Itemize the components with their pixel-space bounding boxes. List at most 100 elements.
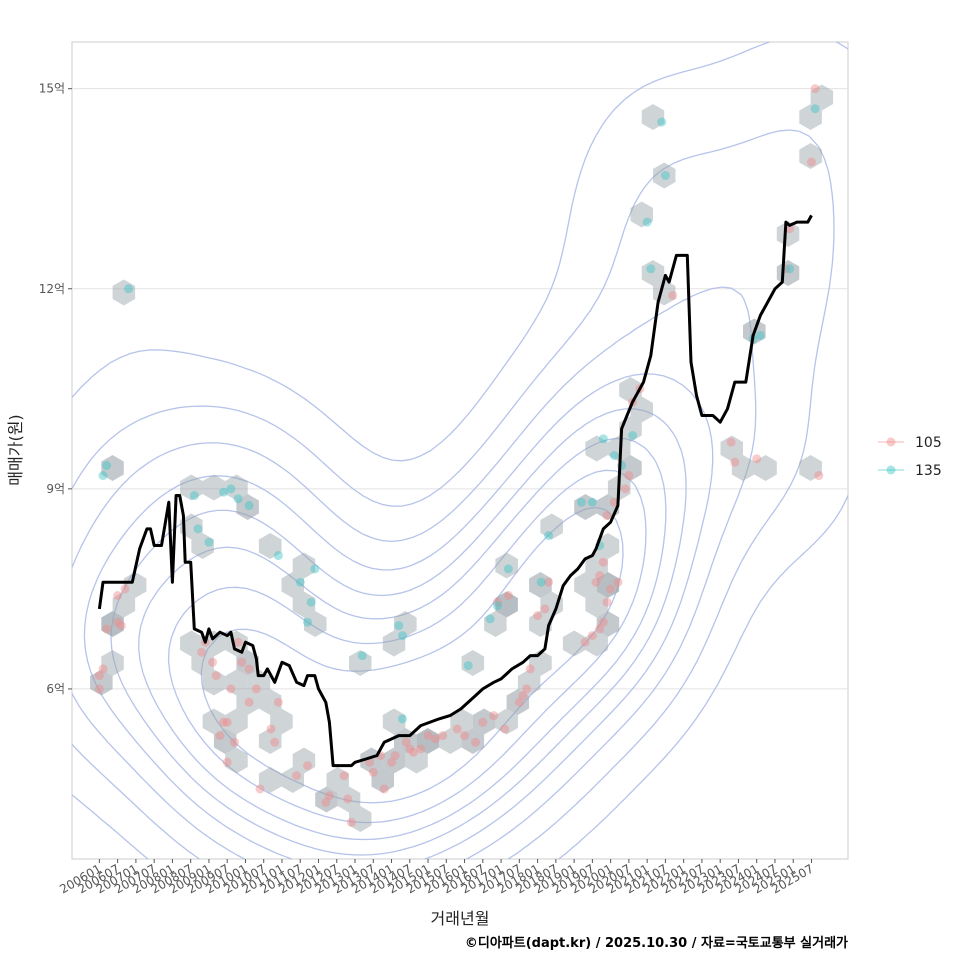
point-105	[423, 731, 433, 741]
point-105	[94, 671, 104, 681]
point-105	[489, 711, 499, 721]
point-135	[660, 170, 670, 180]
hexbin-cell	[304, 611, 327, 637]
point-105	[540, 604, 550, 614]
point-135	[503, 564, 513, 574]
point-135	[303, 617, 313, 627]
point-105	[251, 684, 261, 694]
legend-swatch-105	[886, 437, 896, 447]
hexbin-cell	[394, 611, 417, 637]
hexbin-cell	[202, 474, 226, 501]
point-135	[102, 461, 112, 471]
hexbin-cell	[754, 455, 777, 481]
point-105	[460, 731, 470, 741]
hexbin-cell	[653, 162, 676, 189]
hexbin-cell	[112, 279, 136, 306]
point-105	[211, 671, 221, 681]
point-105	[405, 744, 415, 754]
point-105	[208, 657, 218, 667]
hexbin-cell	[236, 494, 259, 520]
point-105	[197, 647, 207, 657]
hexbin-cell	[258, 689, 282, 715]
density-contour	[167, 469, 647, 824]
point-105	[255, 784, 265, 794]
legend-swatch-135	[886, 465, 896, 475]
density-contour	[83, 373, 714, 860]
hexbin-cell	[495, 708, 518, 735]
point-105	[814, 471, 824, 481]
hexbin-cell	[630, 396, 653, 423]
grid-layer	[72, 88, 848, 690]
point-135	[536, 577, 546, 587]
point-105	[113, 617, 123, 627]
point-135	[576, 497, 586, 507]
hexbin-cell	[799, 455, 822, 481]
hexbin-cell	[258, 533, 282, 559]
hexbin-cell	[101, 455, 124, 481]
hexbin-cell	[461, 650, 485, 676]
point-105	[244, 697, 254, 707]
point-105	[244, 664, 254, 674]
point-105	[525, 664, 535, 674]
trend-line	[97, 214, 813, 768]
y-axis: 6억 9억 12억 15억	[39, 82, 72, 696]
point-135	[642, 217, 652, 227]
hexbin-cell	[574, 494, 597, 520]
hexbin-cell	[225, 669, 248, 696]
point-105	[492, 597, 502, 607]
point-135	[219, 487, 229, 497]
hexbin-cell	[191, 650, 214, 676]
hexbin-cell	[202, 669, 226, 696]
hexbin-cell	[495, 591, 518, 618]
point-105	[215, 731, 225, 741]
point-105	[102, 624, 112, 634]
hexbin-cell	[123, 572, 147, 598]
point-105	[595, 571, 605, 581]
point-105	[430, 734, 440, 744]
trend-layer	[97, 214, 813, 768]
hexbin-cell	[540, 513, 563, 540]
point-105	[273, 697, 283, 707]
hexbin-cell	[416, 728, 440, 754]
point-135	[357, 651, 367, 661]
hexbin-cell	[326, 767, 349, 793]
hexbin-cell	[180, 630, 203, 657]
point-135	[244, 501, 254, 511]
point-135	[628, 430, 638, 440]
point-135	[810, 104, 820, 114]
point-135	[310, 564, 320, 574]
hexbin-cell	[382, 708, 406, 735]
point-105	[471, 737, 481, 747]
hexbin-cell	[450, 708, 473, 735]
point-105	[219, 717, 229, 727]
point-105	[752, 454, 762, 464]
point-105	[230, 737, 240, 747]
hexbin-cell	[281, 767, 304, 793]
hexbin-cell	[799, 104, 822, 130]
point-135	[189, 491, 199, 501]
hexbin-cell	[585, 630, 608, 657]
point-105	[544, 577, 554, 587]
x-axis-title: 거래년월	[431, 909, 490, 928]
point-105	[806, 157, 816, 167]
point-135	[785, 264, 795, 274]
point-105	[113, 591, 123, 601]
hexbin-cell	[236, 689, 259, 715]
point-135	[598, 434, 608, 444]
point-105	[668, 290, 678, 300]
hexbin-cell	[225, 474, 248, 501]
point-105	[438, 731, 448, 741]
density-contour	[71, 286, 757, 860]
hexbin-cell	[596, 572, 620, 598]
hexbin-cell	[292, 552, 316, 579]
point-135	[306, 597, 316, 607]
point-105	[533, 611, 543, 621]
hexbin-cell	[292, 591, 316, 618]
point-105	[514, 697, 524, 707]
point-105	[452, 724, 462, 734]
point-105	[730, 457, 740, 467]
scatter-points	[94, 84, 824, 827]
point-135	[98, 471, 108, 481]
hexbin-cell	[596, 533, 620, 559]
